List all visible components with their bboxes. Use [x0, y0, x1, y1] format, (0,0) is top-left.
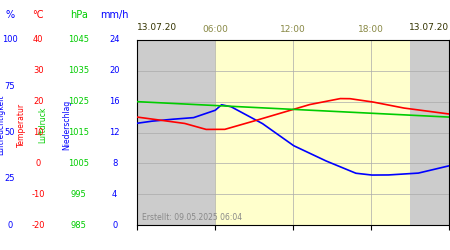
Text: 100: 100 [2, 36, 18, 44]
Text: 4: 4 [112, 190, 117, 199]
Text: Temperatur: Temperatur [17, 103, 26, 147]
Text: 1015: 1015 [68, 128, 89, 137]
Text: Erstellt: 09.05.2025 06:04: Erstellt: 09.05.2025 06:04 [142, 214, 242, 222]
Text: 1025: 1025 [68, 97, 89, 106]
Text: 985: 985 [71, 220, 87, 230]
Text: 30: 30 [33, 66, 44, 75]
Text: 24: 24 [109, 36, 120, 44]
Text: 20: 20 [33, 97, 44, 106]
Text: 1005: 1005 [68, 159, 89, 168]
Text: 25: 25 [4, 174, 15, 183]
Text: °C: °C [32, 10, 44, 20]
Text: 1045: 1045 [68, 36, 89, 44]
Text: -20: -20 [32, 220, 45, 230]
Text: 40: 40 [33, 36, 44, 44]
Text: 50: 50 [4, 128, 15, 137]
Text: 16: 16 [109, 97, 120, 106]
Text: Luftfeuchtigkeit: Luftfeuchtigkeit [0, 95, 5, 155]
Text: 0: 0 [36, 159, 41, 168]
Text: mm/h: mm/h [100, 10, 129, 20]
Bar [410, 40, 449, 225]
Bar [137, 40, 215, 225]
Text: 13.07.20: 13.07.20 [137, 24, 177, 32]
Text: 1035: 1035 [68, 66, 89, 75]
Bar [215, 40, 410, 225]
Text: -10: -10 [32, 190, 45, 199]
Text: Niederschlag: Niederschlag [62, 100, 71, 150]
Text: 0: 0 [112, 220, 117, 230]
Text: 995: 995 [71, 190, 86, 199]
Text: %: % [5, 10, 14, 20]
Text: 0: 0 [7, 220, 13, 230]
Text: 10: 10 [33, 128, 44, 137]
Text: hPa: hPa [70, 10, 88, 20]
Text: 8: 8 [112, 159, 117, 168]
Text: 20: 20 [109, 66, 120, 75]
Text: 13.07.20: 13.07.20 [409, 24, 449, 32]
Text: Luftdruck: Luftdruck [38, 107, 47, 143]
Text: 75: 75 [4, 82, 15, 91]
Text: 12: 12 [109, 128, 120, 137]
